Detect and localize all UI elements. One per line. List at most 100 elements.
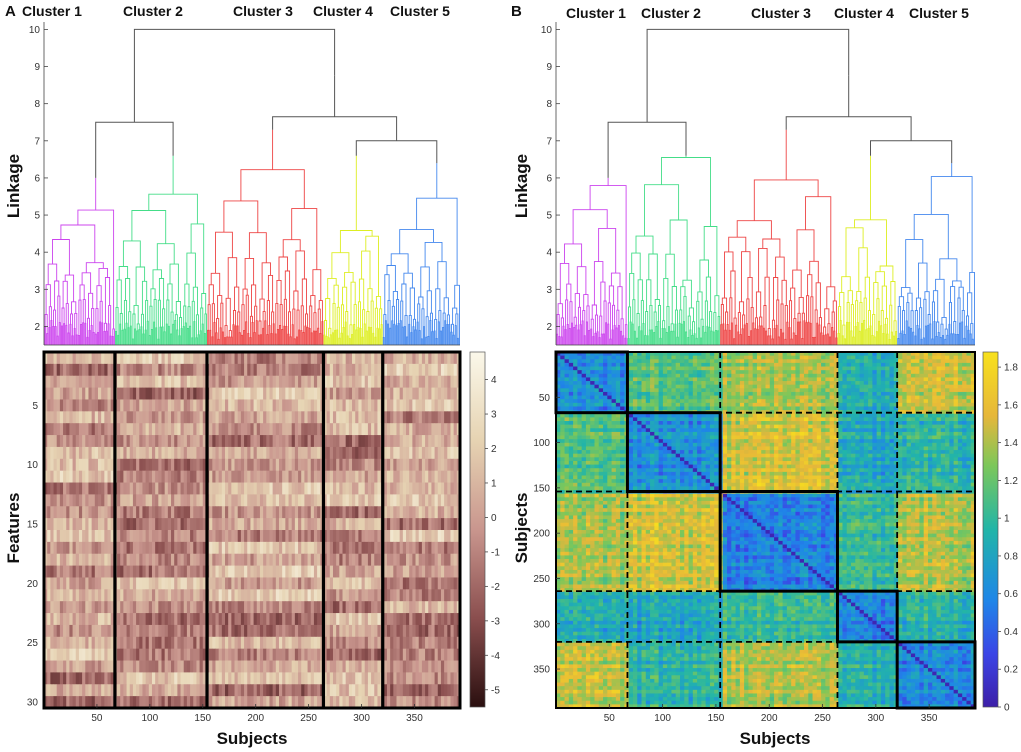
heatmap-cell xyxy=(196,494,201,507)
heatmap-cell xyxy=(437,411,442,424)
heatmap-cell xyxy=(361,684,366,697)
heatmap-cell xyxy=(59,399,64,412)
heatmap-cell xyxy=(244,375,248,388)
heatmap-cell xyxy=(259,375,264,388)
heatmap-cell xyxy=(434,387,439,400)
heatmap-cell xyxy=(396,518,401,531)
similarity-cell xyxy=(885,355,890,360)
heatmap-cell xyxy=(348,506,353,519)
heatmap-cell xyxy=(345,458,350,472)
heatmap-cell xyxy=(263,506,267,519)
dendro-link xyxy=(863,319,866,345)
heatmap-cell xyxy=(59,494,64,507)
heatmap-cell xyxy=(402,423,407,436)
dendro-link xyxy=(798,296,804,314)
dendro-link xyxy=(295,250,305,291)
heatmap-cell xyxy=(190,613,194,626)
heatmap-cell xyxy=(231,363,235,377)
heatmap-cell xyxy=(450,613,455,626)
heatmap-cell xyxy=(396,648,401,661)
heatmap-cell xyxy=(72,613,77,626)
heatmap-cell xyxy=(396,601,401,614)
similarity-cell xyxy=(872,355,878,360)
heatmap-cell xyxy=(66,530,70,543)
heatmap-cell xyxy=(148,565,153,578)
heatmap-cell xyxy=(190,458,194,472)
heatmap-cell xyxy=(82,399,86,412)
heatmap-cell xyxy=(174,696,178,709)
dendro-link xyxy=(319,333,322,345)
heatmap-cell xyxy=(383,530,388,543)
heatmap-cell xyxy=(288,387,293,400)
heatmap-cell xyxy=(399,684,404,697)
heatmap-cell xyxy=(148,435,153,448)
dendro-link xyxy=(227,257,238,299)
heatmap-cell xyxy=(313,494,318,507)
heatmap-cell xyxy=(345,624,350,638)
heatmap-cell xyxy=(444,518,448,531)
heatmap-cell xyxy=(94,482,99,495)
heatmap-cell xyxy=(266,553,270,566)
heatmap-cell xyxy=(183,541,188,555)
heatmap-cell xyxy=(282,648,286,661)
cluster-label-a-5: Cluster 5 xyxy=(390,3,450,19)
heatmap-cell xyxy=(377,648,382,661)
heatmap-cell xyxy=(406,423,410,436)
heatmap-cell xyxy=(367,613,372,626)
dendro-link xyxy=(178,335,181,345)
heatmap-cell xyxy=(453,660,458,673)
similarity-cell xyxy=(671,355,677,360)
heatmap-cell xyxy=(453,624,458,638)
heatmap-cell xyxy=(386,363,391,377)
heatmap-cell xyxy=(444,352,448,365)
heatmap-cell xyxy=(301,648,305,661)
heatmap-cell xyxy=(107,423,112,436)
similarity-cell xyxy=(637,352,642,357)
heatmap-cell xyxy=(53,530,58,543)
heatmap-cell xyxy=(367,601,372,614)
heatmap-cell xyxy=(171,387,175,400)
heatmap-cell xyxy=(345,435,350,448)
dendro-link xyxy=(281,328,284,345)
dendro-link xyxy=(61,325,63,345)
heatmap-cell xyxy=(304,446,308,460)
dendro-link xyxy=(370,327,373,345)
heatmap-cell xyxy=(180,601,185,614)
heatmap-cell xyxy=(193,589,197,602)
heatmap-cell xyxy=(155,446,159,460)
heatmap-cell xyxy=(336,672,340,685)
heatmap-cell xyxy=(447,435,451,448)
heatmap-cell xyxy=(275,494,280,507)
heatmap-cell xyxy=(307,636,312,650)
heatmap-cell xyxy=(88,530,93,543)
dendro-link xyxy=(450,331,453,345)
heatmap-cell xyxy=(453,470,458,483)
heatmap-cell xyxy=(110,375,115,388)
heatmap-cell xyxy=(107,399,112,412)
heatmap-cell xyxy=(158,648,162,661)
heatmap-cell xyxy=(142,446,147,460)
dendro-link xyxy=(190,223,205,294)
dendro-link xyxy=(730,322,733,345)
heatmap-cell xyxy=(402,589,407,602)
heatmap-cell xyxy=(88,518,93,531)
similarity-cell xyxy=(970,355,976,360)
heatmap-cell xyxy=(440,636,445,650)
heatmap-cell xyxy=(253,565,258,578)
heatmap-cell xyxy=(444,648,448,661)
heatmap-cell xyxy=(259,482,264,495)
heatmap-cell xyxy=(358,458,362,472)
heatmap-cell xyxy=(285,577,289,590)
heatmap-cell xyxy=(291,375,296,388)
heatmap-cell xyxy=(282,636,286,650)
heatmap-cell xyxy=(209,446,213,460)
heatmap-cell xyxy=(228,553,232,566)
heatmap-cell xyxy=(167,696,172,709)
heatmap-cell xyxy=(434,684,439,697)
heatmap-cell xyxy=(161,624,166,638)
heatmap-cell xyxy=(431,660,435,673)
similarity-cell xyxy=(684,355,689,360)
heatmap-cell xyxy=(110,387,115,400)
heatmap-cell xyxy=(440,541,445,555)
heatmap-cell xyxy=(278,530,283,543)
